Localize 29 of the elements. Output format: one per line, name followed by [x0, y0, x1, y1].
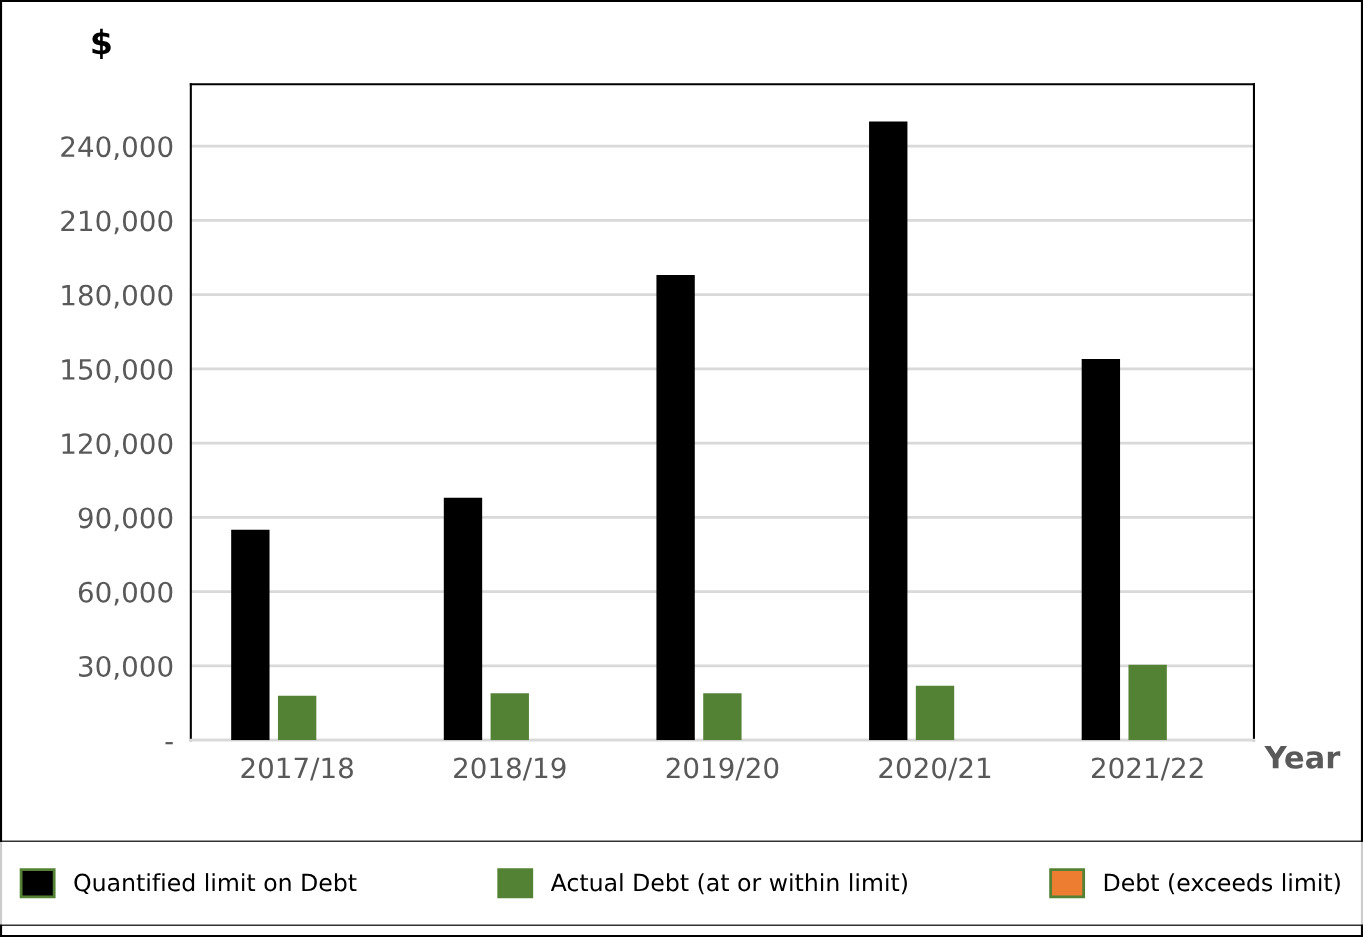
- x-tick-label: 2021/22: [1091, 757, 1203, 781]
- x-tick-label: 2018/19: [454, 757, 566, 781]
- y-tick-label: 90,000: [78, 507, 173, 532]
- bar: [1128, 664, 1167, 741]
- bar: [703, 693, 742, 741]
- y-tick-label: 60,000: [78, 581, 173, 606]
- x-tick-label: 2020/21: [879, 757, 991, 781]
- x-tick-label: 2017/18: [241, 757, 353, 781]
- y-tick-label: 150,000: [62, 358, 173, 383]
- y-tick-label: 240,000: [61, 136, 173, 160]
- bar: [490, 693, 529, 741]
- bar: [869, 121, 908, 741]
- bar: [656, 274, 695, 741]
- x-tick-label: 2019/20: [666, 757, 779, 781]
- bar: [231, 529, 270, 741]
- y-tick-label: 210,000: [61, 210, 173, 235]
- x-axis-title: Year: [1264, 746, 1341, 769]
- y-tick-label: 120,000: [62, 433, 173, 457]
- legend-label: Actual Debt (at or within limit): [550, 873, 907, 895]
- y-tick-label: 180,000: [62, 284, 173, 309]
- bar: [915, 685, 955, 741]
- legend-label: Debt (exceeds limit): [1104, 873, 1340, 895]
- bar: [277, 695, 317, 741]
- y-tick-label: 30,000: [79, 655, 173, 680]
- legend-label: Quantified limit on Debt: [74, 873, 357, 895]
- bar: [1081, 359, 1121, 741]
- y-axis-title: $: [92, 28, 111, 60]
- bar: [443, 497, 483, 741]
- y-tick-label: -: [165, 742, 173, 745]
